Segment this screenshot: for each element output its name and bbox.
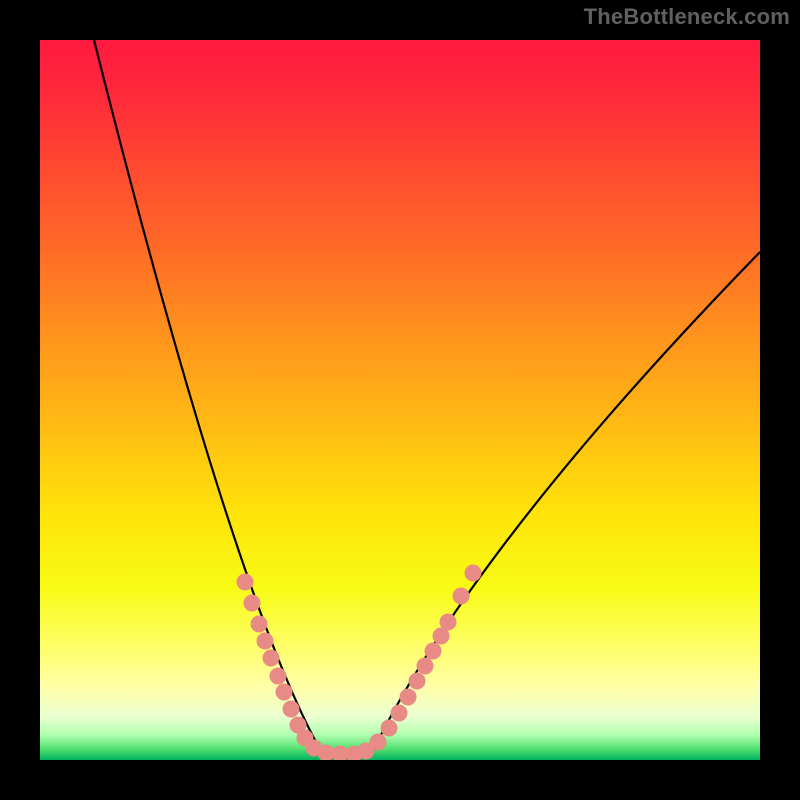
scatter-point [409, 673, 426, 690]
scatter-point [276, 684, 293, 701]
chart-frame: TheBottleneck.com [0, 0, 800, 800]
curve-layer [40, 40, 760, 760]
scatter-point [400, 689, 417, 706]
scatter-point [251, 616, 268, 633]
scatter-point [440, 614, 457, 631]
scatter-group [237, 565, 482, 761]
scatter-point [425, 643, 442, 660]
scatter-point [283, 701, 300, 718]
scatter-point [465, 565, 482, 582]
scatter-point [417, 658, 434, 675]
scatter-point [263, 650, 280, 667]
scatter-point [257, 633, 274, 650]
curve-right-branch [372, 252, 760, 753]
scatter-point [391, 705, 408, 722]
curve-left-branch [94, 40, 322, 753]
scatter-point [244, 595, 261, 612]
scatter-point [370, 734, 387, 751]
plot-area [40, 40, 760, 760]
scatter-point [381, 720, 398, 737]
scatter-point [270, 668, 287, 685]
scatter-point [237, 574, 254, 591]
watermark-text: TheBottleneck.com [584, 4, 790, 30]
scatter-point [453, 588, 470, 605]
